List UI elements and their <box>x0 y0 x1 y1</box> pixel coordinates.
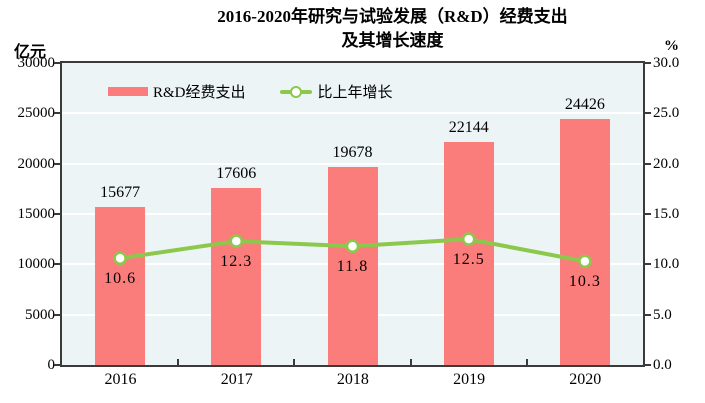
line-swatch-marker <box>289 85 302 98</box>
y-axis-tick-right <box>645 62 651 64</box>
y-axis-tick-label-left: 30000 <box>17 55 56 71</box>
y-axis-tick-left <box>54 112 60 115</box>
x-axis-label: 2016 <box>104 371 137 388</box>
x-axis-label: 2019 <box>453 371 486 388</box>
growth-marker <box>578 254 592 269</box>
y-axis-tick-right <box>645 162 651 165</box>
legend-item-bar: R&D经费支出 <box>108 81 246 102</box>
y-axis-tick-right <box>645 112 651 115</box>
y-axis-tick-right <box>645 364 651 366</box>
y-axis-tick-label-right: 25.0 <box>653 105 680 122</box>
y-axis-tick-label-right: 0.0 <box>653 357 672 373</box>
y-axis-tick-label-left: 10000 <box>17 256 56 273</box>
growth-marker <box>113 251 127 266</box>
bar-value-label: 19678 <box>332 143 373 161</box>
x-axis-label: 2020 <box>569 371 602 388</box>
chart-title-line1: 2016-2020年研究与试验发展（R&D）经费支出 <box>217 7 568 26</box>
y-axis-tick-label-left: 0 <box>47 357 56 373</box>
legend-item-line: 比上年增长 <box>279 81 393 102</box>
right-axis-unit: % <box>664 38 679 54</box>
y-axis-tick-left <box>54 313 60 316</box>
bar-value-label: 24426 <box>564 96 605 114</box>
y-axis-tick-label-left: 15000 <box>17 206 56 222</box>
growth-value-label: 11.8 <box>336 258 369 276</box>
y-axis-tick-label-right: 5.0 <box>653 306 672 323</box>
bar <box>327 166 378 365</box>
y-axis-tick-left <box>54 62 60 64</box>
legend-label-bar: R&D经费支出 <box>153 85 246 101</box>
growth-marker <box>229 234 244 248</box>
bar-series-swatch <box>108 87 148 96</box>
y-axis-tick-right <box>645 263 651 266</box>
bar-value-label: 17606 <box>216 164 257 182</box>
x-axis-tick <box>177 359 180 365</box>
grid-line <box>62 162 643 165</box>
legend-label-line: 比上年增长 <box>317 85 393 101</box>
bar <box>211 187 262 365</box>
y-axis-tick-label-left: 25000 <box>17 105 56 122</box>
chart-title-line2: 及其增长速度 <box>341 31 444 50</box>
line-series-swatch <box>279 85 312 98</box>
y-axis-tick-left <box>54 213 60 215</box>
x-axis-tick <box>409 359 412 365</box>
bar <box>559 119 610 365</box>
y-axis-tick-left <box>54 263 60 266</box>
plot-area: 15677 17606 19678 22144 24426 10.6 12.3 11.8 12.… <box>60 61 645 367</box>
x-axis-tick <box>525 359 528 365</box>
growth-value-label: 10.6 <box>104 270 137 288</box>
growth-value-label: 12.3 <box>220 253 253 271</box>
bar <box>95 207 146 365</box>
grid-line <box>62 112 643 115</box>
bar-value-label: 15677 <box>100 184 141 202</box>
y-axis-tick-left <box>54 162 60 165</box>
legend: R&D经费支出 比上年增长 <box>108 81 393 102</box>
x-axis-tick <box>293 359 296 365</box>
y-axis-tick-right <box>645 213 651 215</box>
growth-line-layer <box>113 232 592 269</box>
growth-marker <box>461 232 476 246</box>
x-axis-label: 2018 <box>336 371 369 388</box>
bar <box>443 142 494 365</box>
left-axis-unit: 亿元 <box>14 44 47 61</box>
x-axis-label: 2017 <box>220 371 253 388</box>
y-axis-tick-label-left: 5000 <box>25 306 55 323</box>
y-axis-tick-right <box>645 313 651 316</box>
y-axis-tick-left <box>54 364 60 366</box>
y-axis-tick-label-right: 30.0 <box>653 55 680 71</box>
y-axis-tick-label-right: 10.0 <box>653 256 680 273</box>
y-axis-tick-label-right: 15.0 <box>653 206 680 222</box>
y-axis-tick-label-left: 20000 <box>17 155 56 172</box>
bar-value-label: 22144 <box>448 119 489 137</box>
y-axis-tick-label-right: 20.0 <box>653 155 680 172</box>
growth-marker <box>345 239 360 253</box>
growth-value-label: 12.5 <box>452 251 485 269</box>
growth-value-label: 10.3 <box>568 273 601 291</box>
